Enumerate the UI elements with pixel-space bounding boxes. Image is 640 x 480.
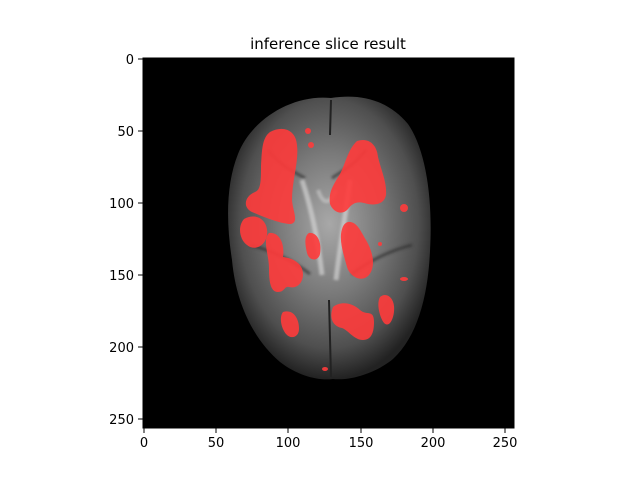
y-tick-label: 100 [109,197,134,212]
lesion-left-periventricular [240,216,268,248]
lesion-right-occipital [331,303,374,340]
interhemispheric-fissure [328,99,332,378]
y-tick-label: 0 [126,53,134,68]
y-tick-label: 250 [109,413,134,428]
x-axis: 0 50 100 150 200 250 [140,428,518,451]
axes-frame [142,57,515,429]
lesion-small-bottom [322,367,328,371]
lesion-center-left [305,232,321,260]
x-tick-label: 50 [208,436,225,451]
lesion-small-top [305,128,311,134]
y-axis: 0 50 100 150 200 250 [109,53,143,428]
lesion-right-frontal [329,139,387,213]
y-tick-label: 200 [109,341,134,356]
lesion-right-lateral [378,295,395,325]
lesion-overlay [240,128,408,371]
lesion-small-right-lower [400,277,408,281]
x-tick-label: 0 [140,436,148,451]
lesion-small-right-edge [400,204,408,212]
image-axes [142,57,515,429]
lesion-left-frontal [245,128,298,224]
y-tick-label: 150 [109,269,134,284]
lesion-left-occipital [280,311,299,338]
lesion-small-midfront [308,142,314,148]
x-tick-label: 200 [421,436,446,451]
x-tick-label: 250 [493,436,518,451]
brain-mri-image [228,96,431,380]
lesion-right-periventricular [340,221,373,279]
lesion-left-posterior [265,232,303,292]
x-tick-label: 100 [276,436,301,451]
x-tick-label: 150 [349,436,374,451]
y-tick-label: 50 [117,125,134,140]
lesion-small-right-mid [378,242,382,246]
plot-title: inference slice result [250,35,406,53]
